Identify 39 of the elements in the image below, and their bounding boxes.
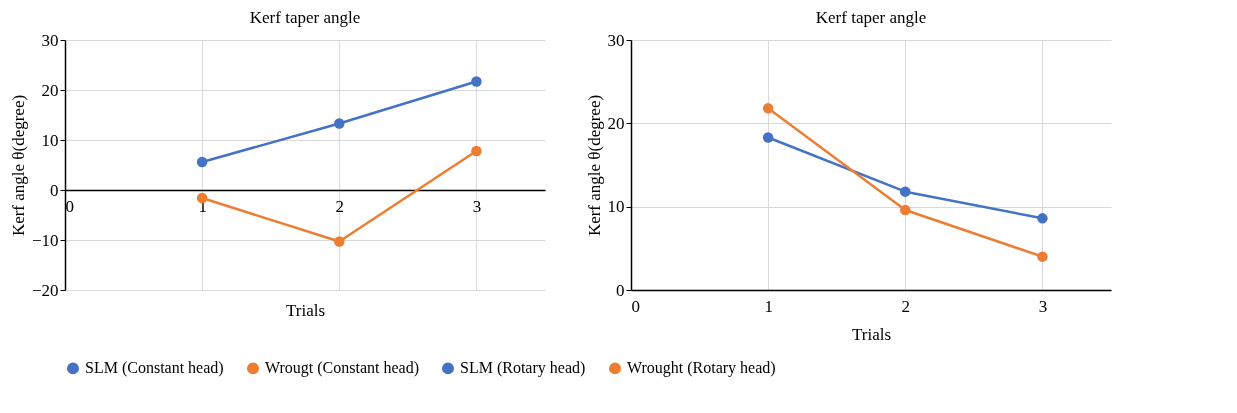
x-tick-label: 0 [65,196,74,216]
point [196,192,208,204]
y-tick-label: −20 [31,280,59,300]
legend-label: Wrougt (Constant head) [265,359,419,378]
point [1037,213,1048,224]
x-tick-label: 2 [335,196,345,216]
x-axis-title: Trials [851,324,892,344]
point [196,156,208,168]
y-tick-label: 30 [607,30,625,50]
y-tick-label: 30 [41,30,59,50]
x-tick-label: 3 [472,196,482,216]
point [900,186,911,197]
y-tick-label: 20 [41,80,59,100]
point [471,145,482,157]
y-tick-label: −10 [31,230,59,250]
point [1037,251,1048,262]
legend-label: Wrought (Rotary head) [627,359,776,378]
y-tick-label: 10 [41,130,59,150]
point [762,103,774,114]
x-tick-label: 2 [901,296,911,316]
point [334,236,345,247]
x-tick-label: 1 [764,296,773,316]
point [900,204,911,216]
x-tick-label: 3 [1038,296,1048,316]
y-axis-title: Kerf angle θ(degree) [8,94,28,237]
chart-title: Kerf taper angle [249,8,361,27]
y-tick-label: 20 [607,113,625,133]
legend-label: SLM (Constant head) [85,359,224,378]
point [334,118,345,129]
point [471,76,482,87]
x-tick-label: 0 [631,296,640,316]
x-axis-title: Trials [285,300,326,320]
y-tick-label: 10 [607,197,625,217]
legend-label: SLM (Rotary head) [460,359,586,378]
chart-title: Kerf taper angle [815,8,927,27]
point [762,132,774,143]
y-tick-label: 0 [50,180,59,200]
y-tick-label: 0 [616,280,625,300]
y-axis-title: Kerf angle θ(degree) [584,94,604,237]
